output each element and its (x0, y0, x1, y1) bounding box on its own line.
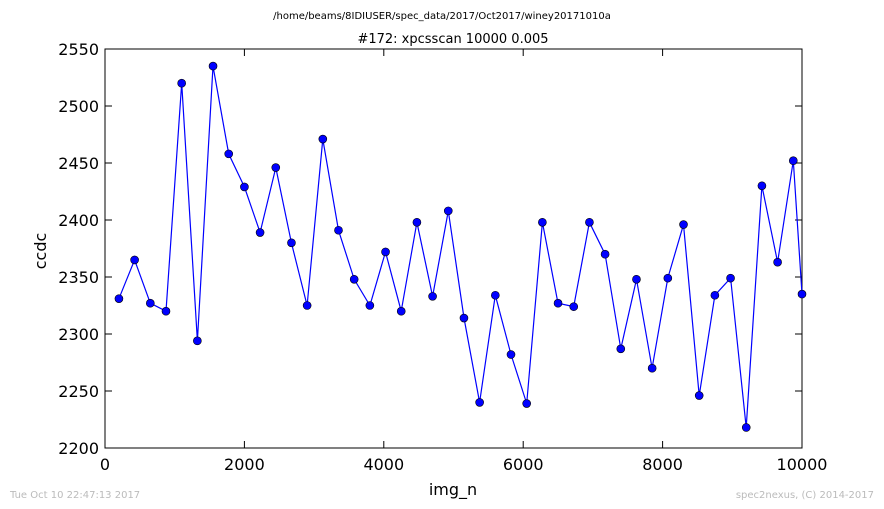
data-point (271, 163, 281, 172)
x-tick-label: 10000 (777, 455, 828, 474)
data-point (146, 298, 155, 308)
data-point (741, 423, 751, 432)
data-point (616, 344, 626, 354)
data-point (679, 220, 688, 229)
data-point (396, 306, 406, 316)
data-point (647, 363, 657, 373)
data-point (240, 182, 249, 192)
y-tick-label: 2500 (58, 97, 99, 116)
data-point (632, 274, 641, 284)
x-tick-label: 4000 (363, 455, 404, 474)
data-point (381, 247, 390, 257)
data-point (365, 301, 375, 310)
data-point (491, 290, 500, 300)
data-point (114, 294, 124, 303)
data-point (788, 156, 798, 166)
data-point (475, 398, 484, 407)
data-point (208, 61, 218, 71)
data-point (522, 399, 531, 408)
data-point (459, 313, 469, 323)
data-point (255, 228, 265, 237)
data-point (224, 149, 234, 159)
footer-credit: spec2nexus, (C) 2014-2017 (736, 490, 874, 501)
data-point (585, 217, 594, 227)
data-point (710, 290, 720, 300)
y-axis: 2200 2250 2300 2350 2400 2450 2500 2550 (58, 40, 802, 458)
chart-title: #172: xpcsscan 10000 0.005 (357, 32, 548, 47)
y-tick-label: 2200 (58, 439, 99, 458)
data-point (600, 249, 610, 259)
x-axis-label: img_n (429, 480, 477, 500)
x-axis: 0 2000 4000 6000 8000 10000 (100, 49, 828, 474)
data-point (287, 238, 296, 248)
data-point (773, 257, 782, 267)
y-tick-label: 2300 (58, 325, 99, 344)
data-points (114, 61, 807, 432)
data-point (726, 273, 735, 283)
x-tick-label: 0 (100, 455, 110, 474)
data-point (130, 255, 139, 265)
footer-timestamp: Tue Oct 10 22:47:13 2017 (9, 490, 140, 501)
y-axis-label: ccdc (31, 233, 50, 270)
data-point (428, 292, 437, 301)
data-point (538, 217, 547, 227)
data-point (797, 289, 807, 299)
data-point (506, 350, 516, 359)
data-point (349, 274, 359, 284)
y-tick-label: 2450 (58, 154, 99, 173)
x-tick-label: 8000 (642, 455, 683, 474)
series-line (118, 65, 803, 428)
data-point (412, 217, 422, 227)
y-tick-label: 2250 (58, 382, 99, 401)
data-point (553, 298, 563, 308)
data-point (161, 306, 171, 316)
data-point (318, 134, 328, 144)
y-tick-label: 2550 (58, 40, 99, 59)
data-point (443, 206, 453, 216)
data-point (193, 336, 202, 346)
y-tick-label: 2400 (58, 211, 99, 230)
y-tick-label: 2350 (58, 268, 99, 287)
data-point (663, 273, 673, 283)
data-point (334, 225, 343, 235)
data-point (302, 301, 312, 310)
x-tick-label: 2000 (224, 455, 265, 474)
data-point (757, 181, 767, 191)
x-tick-label: 6000 (503, 455, 544, 474)
data-point (569, 302, 579, 311)
file-path: /home/beams/8IDIUSER/spec_data/2017/Oct2… (273, 11, 611, 22)
data-point (177, 78, 186, 88)
data-point (694, 391, 704, 400)
plot-area (104, 48, 803, 449)
